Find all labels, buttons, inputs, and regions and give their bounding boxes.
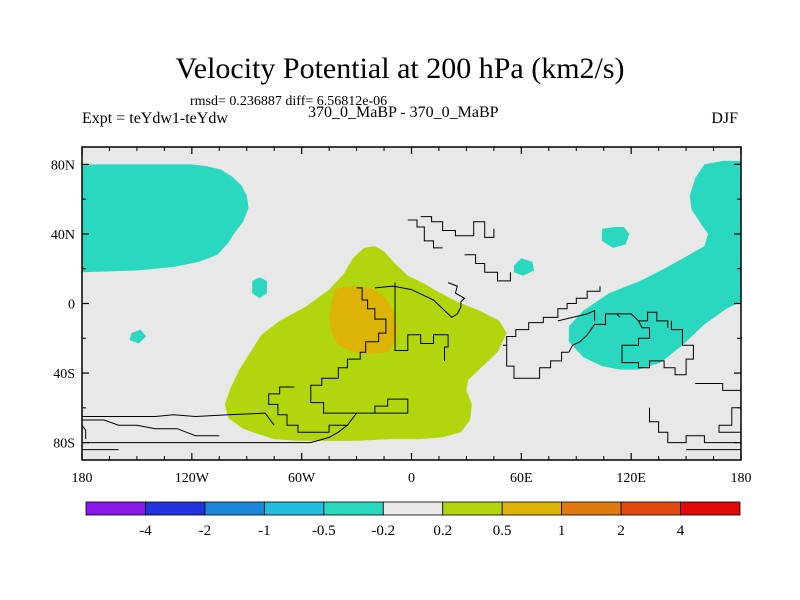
coastline-14 xyxy=(616,311,669,328)
y-tick-label-2: 0 xyxy=(68,298,75,313)
y-tick-label-4: 80S xyxy=(53,437,75,452)
coastline-5 xyxy=(464,254,511,282)
colorbar-box-7 xyxy=(501,501,563,516)
x-tick-label-0: 180 xyxy=(72,471,93,486)
coastline-3 xyxy=(420,216,495,238)
season-label: DJF xyxy=(711,110,738,127)
colorbar-label-3: -0.5 xyxy=(312,523,336,539)
contour-region-1 xyxy=(252,277,267,299)
x-tick-label-1: 120W xyxy=(175,471,210,486)
x-tick-label-2: 60W xyxy=(288,471,316,486)
chart-title: Velocity Potential at 200 hPa (km2/s) xyxy=(175,52,625,85)
contour-region-5 xyxy=(568,160,741,370)
colorbar-label-4: -0.2 xyxy=(371,523,395,539)
contour-fill-group xyxy=(82,160,741,441)
coastline-18 xyxy=(718,407,741,433)
x-tick-label-6: 180 xyxy=(731,471,752,486)
y-tick-label-3: 40S xyxy=(53,367,75,382)
colorbar-box-10 xyxy=(680,501,741,516)
colorbar-label-1: -2 xyxy=(199,523,212,539)
x-tick-label-4: 60E xyxy=(510,471,533,486)
colorbar-label-0: -4 xyxy=(139,523,152,539)
colorbar-box-0 xyxy=(85,501,146,516)
colorbar-box-5 xyxy=(382,501,444,516)
case-label: 370_0_MaBP - 370_0_MaBP xyxy=(308,104,499,121)
colorbar-label-6: 0.5 xyxy=(493,523,512,539)
colorbar-box-1 xyxy=(145,501,206,516)
colorbar-box-3 xyxy=(263,501,325,516)
coastline-17 xyxy=(649,407,741,444)
contour-region-7 xyxy=(329,286,397,354)
colorbar-box-6 xyxy=(442,501,503,516)
coastline-6 xyxy=(82,412,275,426)
coastline-7 xyxy=(82,419,220,437)
coastline-11 xyxy=(506,345,569,379)
coastline-13 xyxy=(557,309,596,322)
y-tick-label-0: 80N xyxy=(51,158,75,173)
stats-line: rmsd= 0.236887 diff= 6.56812e-06 xyxy=(190,94,388,109)
contour-region-0 xyxy=(82,164,249,273)
coastline-10 xyxy=(503,286,601,346)
colorbar-box-8 xyxy=(561,501,622,516)
x-tick-label-3: 0 xyxy=(408,471,415,486)
x-tick-label-5: 120E xyxy=(616,471,646,486)
coastline-group xyxy=(82,216,741,451)
contour-region-3 xyxy=(601,227,630,248)
y-tick-label-1: 40N xyxy=(51,228,75,243)
colorbar-label-8: 2 xyxy=(617,523,625,539)
coastline-12 xyxy=(568,313,621,353)
colorbar-box-4 xyxy=(323,501,384,516)
coastline-8 xyxy=(82,424,348,444)
experiment-label: Expt = teYdw1-teYdw xyxy=(82,110,228,127)
colorbar-box-2 xyxy=(204,501,265,516)
coastline-16 xyxy=(695,383,741,391)
coastline-0 xyxy=(374,282,466,319)
coastline-1 xyxy=(268,287,409,433)
colorbar-box-9 xyxy=(620,501,681,516)
coastline-2 xyxy=(394,282,449,361)
coastline-4 xyxy=(407,219,443,249)
contour-region-4 xyxy=(514,258,535,276)
coastline-9 xyxy=(82,424,87,440)
colorbar-label-2: -1 xyxy=(258,523,271,539)
colorbar-label-9: 4 xyxy=(677,523,685,539)
contour-region-2 xyxy=(129,329,147,344)
coastline-15 xyxy=(621,320,694,376)
colorbar-label-5: 0.2 xyxy=(433,523,452,539)
colorbar-label-7: 1 xyxy=(558,523,566,539)
